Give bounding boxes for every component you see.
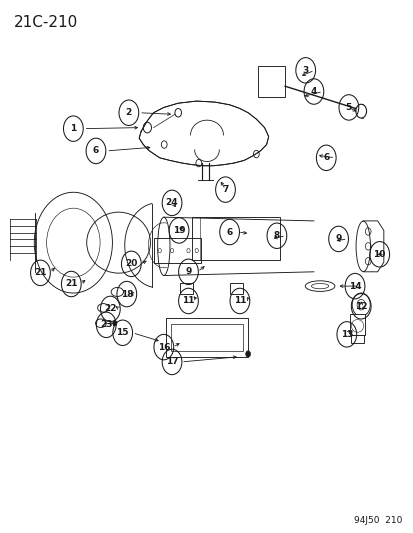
Circle shape bbox=[351, 293, 369, 317]
Ellipse shape bbox=[111, 287, 123, 296]
Bar bbox=[258, 66, 285, 97]
Text: 20: 20 bbox=[125, 260, 137, 268]
Bar bbox=[166, 318, 247, 357]
Text: 2: 2 bbox=[126, 108, 132, 117]
Bar bbox=[350, 335, 363, 343]
Bar bbox=[171, 324, 242, 351]
Text: 21: 21 bbox=[34, 268, 47, 277]
Text: 6: 6 bbox=[93, 147, 99, 156]
Bar bbox=[230, 284, 242, 294]
Text: 4: 4 bbox=[310, 87, 316, 96]
Text: 16: 16 bbox=[157, 343, 170, 352]
Text: 94J50  210: 94J50 210 bbox=[353, 516, 401, 525]
Bar bbox=[180, 284, 192, 294]
Text: 11: 11 bbox=[233, 296, 246, 305]
Text: 24: 24 bbox=[165, 198, 178, 207]
Circle shape bbox=[245, 351, 250, 357]
Text: 11: 11 bbox=[182, 296, 194, 305]
Circle shape bbox=[355, 104, 366, 118]
Text: 18: 18 bbox=[120, 289, 133, 298]
Text: 21: 21 bbox=[65, 279, 77, 288]
Bar bbox=[349, 314, 364, 335]
Text: 3: 3 bbox=[302, 66, 308, 75]
Text: 6: 6 bbox=[323, 154, 329, 163]
Text: 15: 15 bbox=[116, 328, 128, 337]
Ellipse shape bbox=[95, 319, 106, 327]
Text: 10: 10 bbox=[373, 250, 385, 259]
Text: 12: 12 bbox=[354, 302, 367, 311]
Bar bbox=[191, 217, 279, 260]
Polygon shape bbox=[139, 101, 268, 166]
Text: 5: 5 bbox=[345, 103, 351, 112]
Text: 14: 14 bbox=[348, 281, 361, 290]
Text: 17: 17 bbox=[165, 358, 178, 367]
Text: 22: 22 bbox=[104, 304, 116, 313]
Circle shape bbox=[113, 320, 116, 326]
Text: 8: 8 bbox=[273, 231, 279, 240]
Text: 6: 6 bbox=[226, 228, 232, 237]
Text: 9: 9 bbox=[185, 268, 191, 276]
Ellipse shape bbox=[304, 281, 334, 292]
Ellipse shape bbox=[97, 304, 109, 312]
Text: 19: 19 bbox=[172, 226, 185, 235]
Text: 21C-210: 21C-210 bbox=[14, 14, 78, 30]
Text: 13: 13 bbox=[340, 330, 352, 339]
Bar bbox=[153, 238, 200, 263]
Text: 7: 7 bbox=[222, 185, 228, 194]
Text: 1: 1 bbox=[70, 124, 76, 133]
Text: 9: 9 bbox=[335, 235, 341, 244]
Text: 23: 23 bbox=[100, 320, 112, 329]
